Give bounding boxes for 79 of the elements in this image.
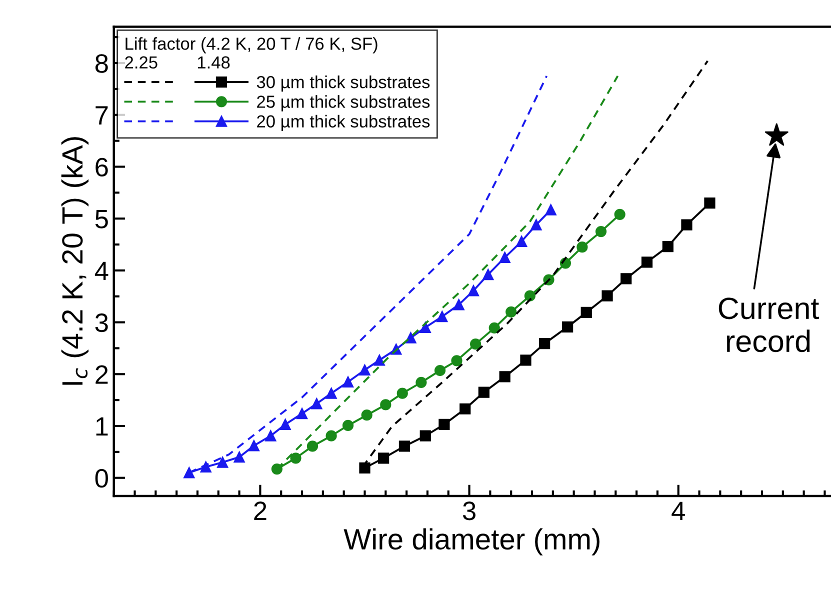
point xyxy=(396,388,408,399)
point xyxy=(326,430,337,442)
point xyxy=(184,467,195,478)
text: 2.25 1.48 xyxy=(125,56,230,69)
point xyxy=(506,306,517,318)
point xyxy=(296,408,308,420)
point xyxy=(378,452,390,464)
point xyxy=(434,364,446,376)
point xyxy=(620,273,632,284)
point xyxy=(380,399,392,410)
point xyxy=(405,332,416,344)
y-tick-label: 2 xyxy=(96,365,108,384)
point xyxy=(311,398,322,410)
point xyxy=(470,338,482,350)
point xyxy=(662,241,674,252)
point xyxy=(248,440,260,452)
point xyxy=(562,321,574,333)
point xyxy=(524,290,536,302)
y-tick-label: 5 xyxy=(95,210,108,228)
point xyxy=(641,256,653,268)
x-tick-label: 3 xyxy=(462,502,476,520)
annotation: Current record xyxy=(718,298,819,352)
point xyxy=(374,354,385,366)
point xyxy=(280,418,291,430)
point xyxy=(436,311,448,322)
point xyxy=(576,242,588,253)
point xyxy=(478,386,490,398)
point xyxy=(704,197,716,209)
point xyxy=(520,354,532,366)
point xyxy=(460,403,471,414)
point xyxy=(420,430,431,442)
point xyxy=(420,322,431,334)
point xyxy=(499,371,510,382)
point xyxy=(398,440,410,452)
point xyxy=(234,452,245,463)
x-tick-label: 4 xyxy=(672,502,685,520)
y-tick-label: 3 xyxy=(95,313,108,332)
legend-label: 30 µm thick substrates xyxy=(256,76,430,92)
y-tick-label: 0 xyxy=(95,468,108,488)
point xyxy=(453,299,464,310)
y-tick-label: 4 xyxy=(94,262,108,280)
point xyxy=(306,440,318,452)
y-tick-label: 6 xyxy=(96,158,108,177)
point xyxy=(580,306,592,318)
point xyxy=(468,285,480,296)
point xyxy=(539,338,550,350)
point xyxy=(359,462,370,474)
y-tick-label: 7 xyxy=(96,106,108,124)
point xyxy=(595,226,607,238)
point xyxy=(290,452,302,464)
point xyxy=(438,418,450,430)
point xyxy=(602,290,613,302)
x-tick-label: 2 xyxy=(254,502,266,520)
y-axis-title: I$_{c}$ (4.2 K, 20 T) (kA) xyxy=(61,137,89,385)
point xyxy=(681,219,692,230)
y-tick-label: 8 xyxy=(95,54,108,73)
legend-title: Lift factor (4.2 K, 20 T / 76 K, SF) xyxy=(126,37,378,54)
point xyxy=(342,376,354,388)
point xyxy=(271,463,282,475)
point xyxy=(416,376,427,388)
point xyxy=(516,236,528,247)
point xyxy=(482,269,494,280)
x-axis-title: Wire diameter (mm) xyxy=(344,528,600,556)
point xyxy=(499,252,510,264)
y-tick-label: 1 xyxy=(96,417,108,436)
point xyxy=(451,355,462,366)
point xyxy=(361,410,372,421)
point xyxy=(764,123,788,146)
point xyxy=(614,208,626,220)
point xyxy=(359,364,370,376)
point xyxy=(326,388,337,399)
point xyxy=(217,456,228,468)
point xyxy=(530,219,542,230)
point xyxy=(342,420,354,432)
point xyxy=(265,430,276,442)
point xyxy=(488,322,500,334)
legend-label: 20 µm thick substrates xyxy=(257,114,430,131)
legend-label: 25 µm thick substrates xyxy=(257,95,430,112)
point xyxy=(545,204,556,216)
